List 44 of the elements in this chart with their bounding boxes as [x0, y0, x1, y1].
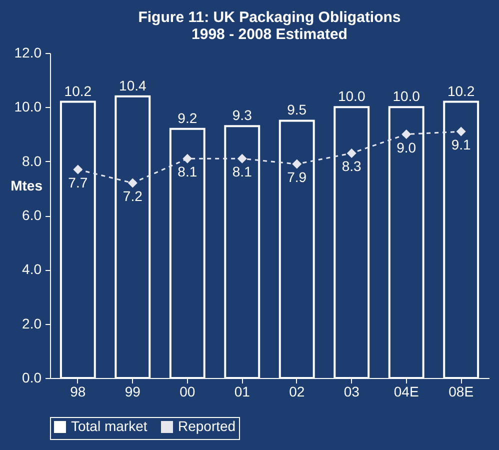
- data-label: 8.1: [232, 164, 252, 180]
- x-tick-label: 00: [180, 384, 196, 400]
- point: [346, 148, 356, 158]
- x-tick-label: 03: [344, 384, 360, 400]
- text: Figure 11: UK Packaging Obligations: [138, 9, 401, 26]
- y-tick-label: 0.0: [22, 370, 42, 386]
- data-label: 7.2: [122, 188, 143, 204]
- y-tick-label: 6.0: [22, 207, 42, 223]
- point: [182, 154, 192, 164]
- data-label: 7.7: [68, 174, 88, 190]
- x-tick-label: 01: [234, 384, 250, 400]
- y-tick-label: 8.0: [22, 152, 42, 169]
- point: [128, 178, 138, 188]
- x-tick-label: 04E: [394, 384, 419, 400]
- data-label: 10.4: [119, 77, 146, 94]
- x-tick-label: 08E: [448, 384, 474, 400]
- legend-label: Reported: [178, 418, 236, 434]
- y-axis-title: Mtes: [10, 178, 43, 194]
- data-label: 8.1: [178, 164, 198, 180]
- y-tick-label: 4.0: [22, 261, 42, 278]
- y-tick-label: 12.0: [14, 44, 42, 60]
- data-label: 9.2: [178, 110, 198, 126]
- point: [237, 154, 247, 164]
- data-label: 9.1: [451, 136, 472, 153]
- point: [402, 130, 412, 139]
- data-label: 10.0: [392, 88, 420, 104]
- text: 1998 - 2008 Estimated: [192, 26, 348, 43]
- x-tick-label: 02: [289, 384, 305, 400]
- y-tick-label: 2.0: [22, 315, 42, 332]
- point: [73, 164, 83, 174]
- data-label: 10.0: [338, 88, 366, 104]
- y-tick-label: 10.0: [14, 98, 42, 115]
- x-tick-label: 98: [70, 384, 86, 400]
- x-tick-label: 99: [124, 384, 141, 400]
- point: [456, 126, 466, 136]
- legend-label: Total market: [71, 418, 148, 434]
- point: [292, 159, 302, 169]
- data-label: 9.0: [396, 139, 416, 156]
- data-label: 9.5: [287, 102, 307, 118]
- data-label: 10.2: [64, 82, 92, 99]
- data-label: 9.3: [232, 107, 252, 124]
- data-label: 10.2: [447, 82, 475, 99]
- data-label: 8.3: [342, 158, 362, 174]
- data-label: 7.9: [287, 169, 307, 186]
